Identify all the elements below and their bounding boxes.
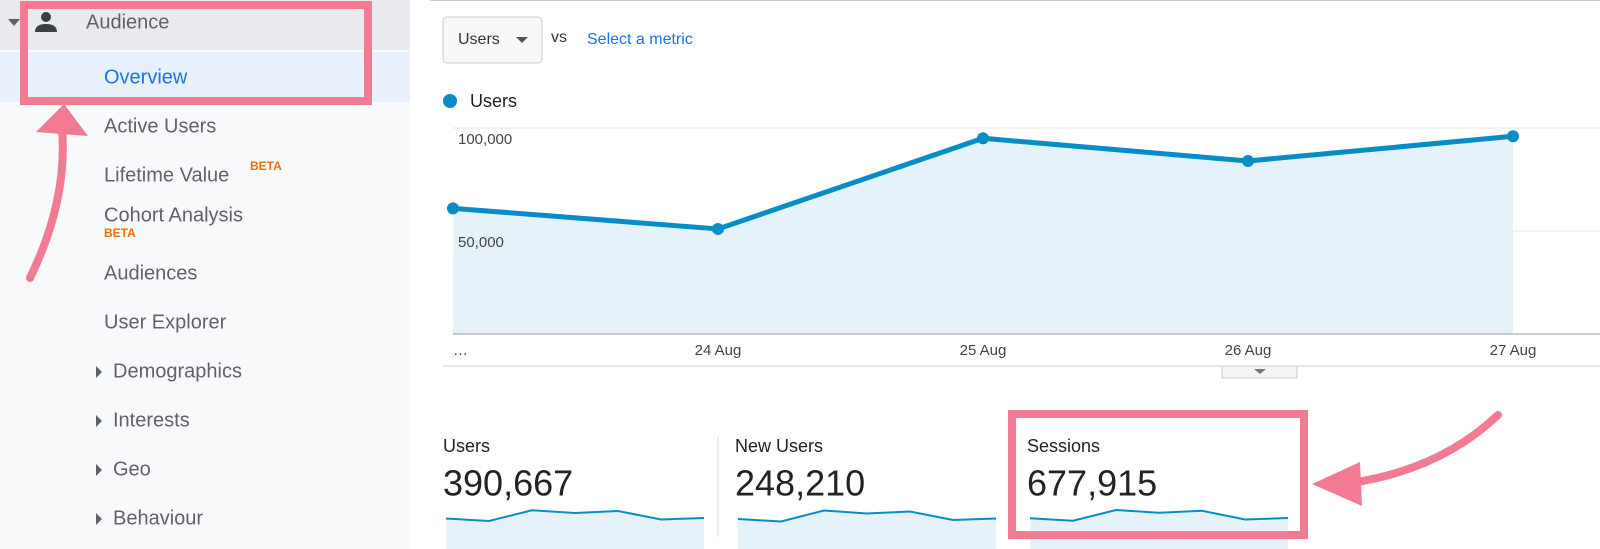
area bbox=[453, 136, 1513, 334]
beta-badge: BETA bbox=[250, 159, 282, 173]
y-tick-label: 100,000 bbox=[458, 131, 512, 148]
annotation bbox=[36, 104, 88, 136]
x-tick-label: 27 Aug bbox=[1490, 342, 1537, 359]
annotation bbox=[1312, 462, 1362, 506]
person-icon bbox=[35, 24, 57, 32]
nav-item[interactable]: Cohort Analysis bbox=[104, 204, 243, 226]
expand-arrow bbox=[96, 366, 102, 378]
point bbox=[1242, 154, 1254, 167]
nav-item[interactable]: Interests bbox=[113, 409, 190, 431]
section-title: Audience bbox=[86, 11, 169, 33]
sparkline-area bbox=[446, 510, 704, 549]
expand-arrow bbox=[96, 415, 102, 427]
nav-item[interactable]: Overview bbox=[104, 66, 188, 88]
beta-badge: BETA bbox=[104, 226, 136, 240]
sparkline-area bbox=[738, 510, 996, 549]
expand-arrow bbox=[96, 513, 102, 525]
metric-value: 248,210 bbox=[735, 463, 865, 504]
point bbox=[1507, 130, 1519, 143]
annotation bbox=[20, 1, 372, 105]
sparkline-area bbox=[1030, 510, 1288, 549]
x-tick-label: 26 Aug bbox=[1225, 342, 1272, 359]
dropdown-label: Users bbox=[458, 31, 500, 48]
vs-label: vs bbox=[551, 29, 567, 46]
x-tick-label: 25 Aug bbox=[960, 342, 1007, 359]
person-icon bbox=[41, 12, 51, 22]
expand-arrow bbox=[96, 464, 102, 476]
x-tick-label: 24 Aug bbox=[695, 342, 742, 359]
nav-item[interactable]: Behaviour bbox=[113, 507, 203, 529]
caret bbox=[1254, 369, 1266, 374]
caret bbox=[516, 37, 528, 43]
legend-marker bbox=[443, 94, 457, 108]
nav-item[interactable]: Lifetime Value bbox=[104, 164, 229, 186]
nav-item[interactable]: Demographics bbox=[113, 360, 242, 382]
annotation bbox=[1346, 411, 1502, 487]
x-tick-label: … bbox=[453, 342, 468, 359]
metric-label: Users bbox=[443, 436, 490, 456]
metric-label: Sessions bbox=[1027, 436, 1100, 456]
point bbox=[712, 222, 724, 235]
annotation bbox=[26, 124, 67, 282]
nav-item[interactable]: Active Users bbox=[104, 115, 216, 137]
sparkline bbox=[737, 509, 997, 523]
select-metric-link[interactable]: Select a metric bbox=[587, 31, 693, 48]
nav-item[interactable]: Geo bbox=[113, 458, 151, 480]
metric-label: New Users bbox=[735, 436, 823, 456]
caret bbox=[8, 19, 20, 26]
nav-item[interactable]: Audiences bbox=[104, 262, 197, 284]
sparkline bbox=[1029, 508, 1289, 522]
metric-value: 677,915 bbox=[1027, 463, 1157, 504]
nav-item[interactable]: User Explorer bbox=[104, 311, 227, 333]
sparkline bbox=[445, 509, 705, 523]
y-tick-label: 50,000 bbox=[458, 234, 504, 251]
metric-dropdown[interactable] bbox=[442, 16, 543, 64]
metric-value: 390,667 bbox=[443, 463, 573, 504]
active-row[interactable] bbox=[0, 52, 410, 102]
annotation bbox=[1008, 410, 1308, 539]
point bbox=[447, 202, 459, 215]
point bbox=[977, 132, 989, 145]
legend-label: Users bbox=[470, 91, 517, 111]
